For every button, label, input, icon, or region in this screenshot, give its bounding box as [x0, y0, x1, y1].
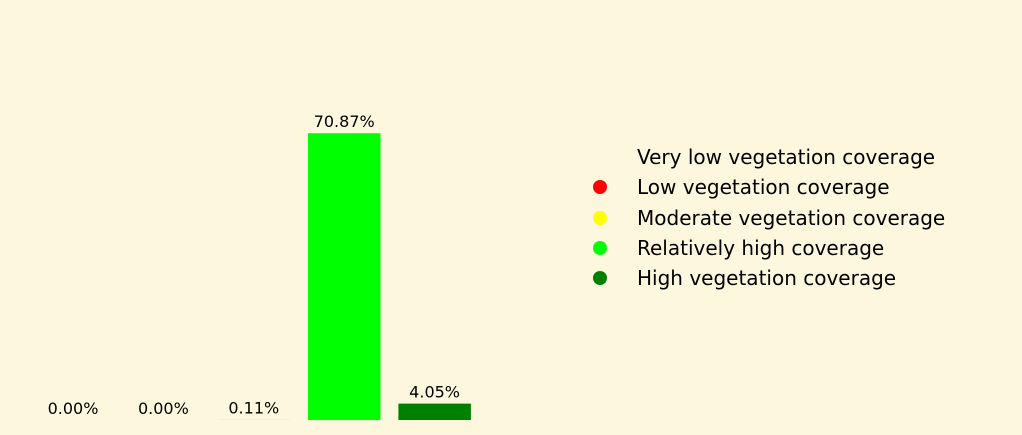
bar-value-label-relatively-high: 70.87%	[314, 112, 375, 131]
legend-item-moderate: Moderate vegetation coverage	[590, 203, 945, 233]
legend-label: Moderate vegetation coverage	[637, 205, 946, 230]
legend-marker-icon	[593, 150, 607, 165]
bar-value-label-very-low: 0.00%	[48, 399, 99, 418]
bar-high	[398, 403, 471, 420]
bar-relatively-high	[308, 133, 381, 420]
bar-value-label-moderate: 0.11%	[228, 399, 279, 418]
legend-label: Very low vegetation coverage	[637, 145, 936, 170]
bar-value-label-high: 4.05%	[409, 383, 460, 402]
legend-marker-icon	[593, 271, 607, 286]
legend-label: Relatively high coverage	[637, 236, 885, 261]
legend-label: Low vegetation coverage	[637, 175, 890, 200]
legend-item-low: Low vegetation coverage	[590, 172, 945, 202]
legend-marker-icon	[593, 210, 607, 225]
legend: Very low vegetation coverage Low vegetat…	[590, 142, 945, 293]
legend-marker-icon	[593, 180, 607, 195]
legend-label: High vegetation coverage	[637, 266, 897, 291]
legend-marker-icon	[593, 241, 607, 256]
legend-item-high: High vegetation coverage	[590, 263, 945, 293]
legend-item-very-low: Very low vegetation coverage	[590, 142, 945, 172]
legend-item-relatively-high: Relatively high coverage	[590, 233, 945, 263]
bar-value-label-low: 0.00%	[138, 399, 189, 418]
